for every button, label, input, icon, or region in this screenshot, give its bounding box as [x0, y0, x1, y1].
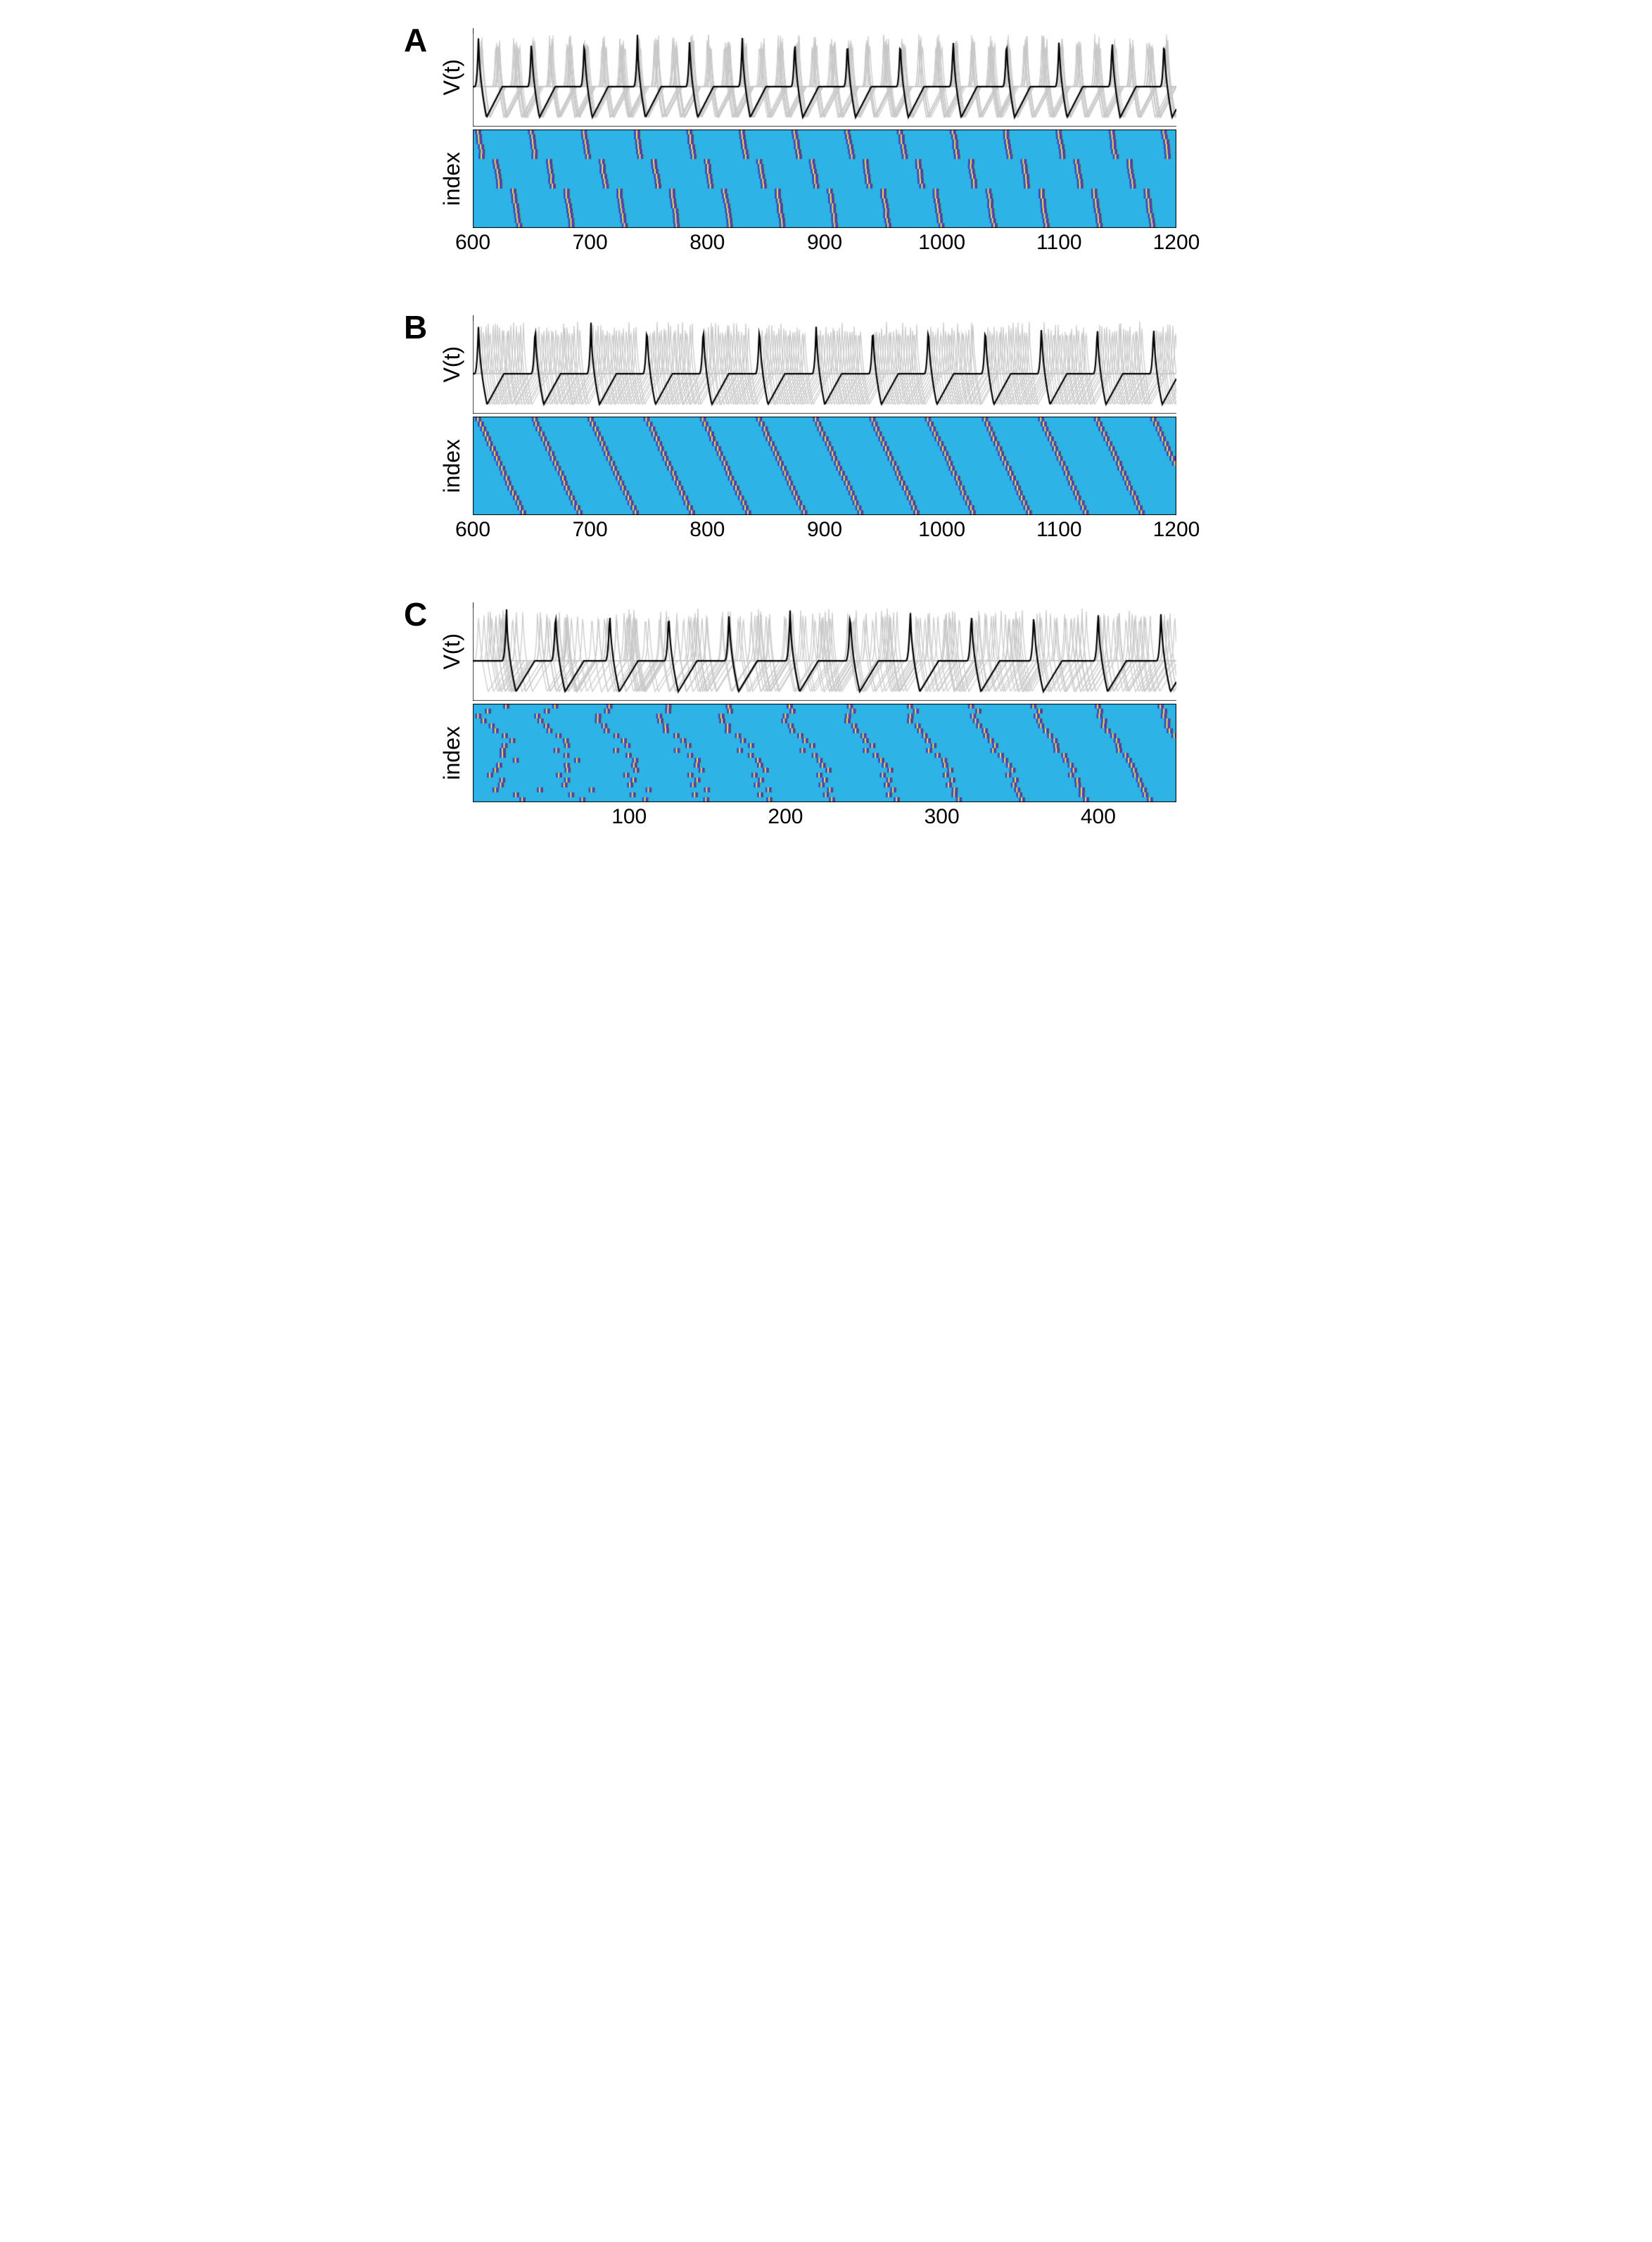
figure: AV(t)index600700800900100011001200BV(t)i… [439, 28, 1213, 833]
xtick-label: 300 [925, 805, 960, 829]
xtick-label: 700 [573, 231, 608, 255]
panel-label: B [404, 308, 427, 346]
xtick-row: 100 200 300 400 [473, 805, 1213, 833]
xtick-label: 1200 [1153, 518, 1200, 542]
panel-B: BV(t)index600700800900100011001200 [439, 315, 1213, 546]
xtick-row: 600700800900100011001200 [473, 518, 1213, 546]
xtick-label: 1000 [918, 231, 965, 255]
raster-canvas [473, 417, 1176, 515]
ylabel-index: index [439, 439, 467, 493]
panel-label: A [404, 21, 427, 59]
raster-canvas [473, 704, 1176, 802]
xtick-label: 100 [611, 805, 647, 829]
raster-subplot: index [439, 417, 1213, 515]
ylabel-index: index [439, 726, 467, 780]
xtick-label: 700 [573, 518, 608, 542]
xtick-row: 600700800900100011001200 [473, 231, 1213, 259]
xtick-label: 1100 [1036, 231, 1082, 255]
panel-C: CV(t)index100200300400 [439, 602, 1213, 833]
xtick-label: 800 [690, 231, 725, 255]
voltage-trace-subplot: V(t) [439, 28, 1213, 127]
raster-subplot: index [439, 129, 1213, 228]
voltage-trace-subplot: V(t) [439, 315, 1213, 414]
voltage-trace-canvas [473, 28, 1176, 127]
xtick-label: 200 [768, 805, 803, 829]
xtick-label: 1000 [918, 518, 965, 542]
raster-subplot: index [439, 704, 1213, 802]
voltage-trace-canvas [473, 602, 1176, 701]
voltage-trace-canvas [473, 315, 1176, 414]
xtick-label: 400 [1081, 805, 1116, 829]
xtick-label: 800 [690, 518, 725, 542]
raster-canvas [473, 129, 1176, 228]
xtick-label: 600 [455, 518, 490, 542]
voltage-trace-subplot: V(t) [439, 602, 1213, 701]
xtick-label: 900 [807, 231, 842, 255]
xtick-label: 1200 [1153, 231, 1200, 255]
xtick-label: 1100 [1036, 518, 1082, 542]
ylabel-voltage: V(t) [439, 633, 467, 670]
ylabel-voltage: V(t) [439, 59, 467, 96]
xtick-label: 900 [807, 518, 842, 542]
ylabel-voltage: V(t) [439, 346, 467, 383]
ylabel-index: index [439, 152, 467, 206]
xtick-label: 600 [455, 231, 490, 255]
panel-label: C [404, 595, 427, 633]
panel-A: AV(t)index600700800900100011001200 [439, 28, 1213, 259]
